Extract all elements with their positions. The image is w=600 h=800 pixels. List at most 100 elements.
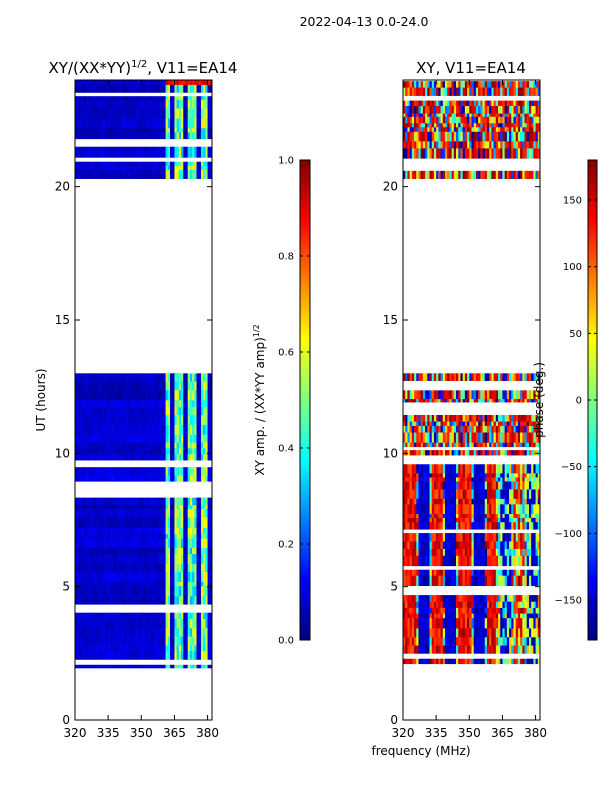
heatmap-cell [517,613,521,619]
heatmap-cell [79,96,83,100]
heatmap-cell [464,541,468,549]
heatmap-cell [203,400,206,408]
heatmap-cell [112,538,116,548]
heatmap-cell [425,442,428,448]
heatmap-cell [125,165,129,170]
heatmap-cell [475,521,479,530]
heatmap-cell [407,425,411,433]
heatmap-cell [99,563,102,572]
heatmap-cell [163,627,166,637]
heatmap-cell [533,421,536,426]
heatmap-cell [467,489,470,499]
heatmap-cell [114,581,118,587]
heatmap-cell [83,547,87,554]
heatmap-cell [489,498,492,505]
amplitude-colorbar: 0.00.20.40.60.81.0 XY amp. / (XX*YY amp)… [252,156,311,647]
heatmap-cell [134,80,138,85]
heatmap-cell [176,505,180,509]
heatmap-cell [185,538,189,548]
heatmap-cell [108,169,111,179]
heatmap-cell [403,548,406,556]
heatmap-cell [504,425,508,433]
heatmap-cell [484,498,488,505]
heatmap-cell [145,448,149,455]
heatmap-cell [170,400,173,408]
heatmap-cell [533,541,536,549]
heatmap-cell [101,453,105,461]
heatmap-cell [449,421,453,426]
heatmap-cell [420,595,424,602]
heatmap-cell [405,432,408,443]
heatmap-cell [147,595,151,605]
heatmap-cell [522,442,525,448]
heatmap-cell [436,489,439,499]
heatmap-cell [110,406,113,416]
heatmap-cell [110,424,113,435]
heatmap-cell [524,555,528,567]
heatmap-cell [121,547,125,554]
heatmap-cell [154,627,158,637]
heatmap-cell [83,627,87,637]
heatmap-cell [200,448,204,455]
heatmap-cell [141,650,144,660]
heatmap-cell [114,497,118,506]
heatmap-cell [460,575,464,587]
heatmap-cell [489,504,492,515]
heatmap-cell [92,467,96,476]
heatmap-cell [86,434,89,443]
heatmap-cell [438,607,441,614]
heatmap-cell [79,381,83,391]
heatmap-cell [203,618,206,629]
heatmap-cell [537,442,540,448]
heatmap-cell [156,132,160,140]
heatmap-cell [442,601,446,608]
heatmap-cell [119,636,122,646]
heatmap-cell [520,464,523,474]
heatmap-cell [185,414,189,425]
heatmap-cell [473,425,477,433]
heatmap-cell [524,637,528,646]
heatmap-cell [480,541,483,549]
heatmap-cell [130,132,133,140]
heatmap-cell [94,563,98,572]
heatmap-cell [504,477,508,482]
heatmap-cell [125,467,129,476]
heatmap-cell [524,477,528,482]
heatmap-cell [475,432,479,443]
heatmap-cell [152,373,155,375]
heatmap-cell [83,400,87,408]
heatmap-cell [156,434,160,443]
heatmap-cell [427,442,430,448]
heatmap-cell [473,645,477,654]
heatmap-cell [134,165,138,170]
heatmap-cell [403,628,406,638]
heatmap-cell [422,628,426,638]
heatmap-cell [103,453,107,461]
heatmap-cell [209,547,212,554]
heatmap-cell [185,553,189,564]
heatmap-cell [75,627,78,637]
heatmap-cell [90,547,94,554]
heatmap-cell [482,555,486,567]
heatmap-cell [132,414,136,425]
heatmap-cell [517,504,521,515]
heatmap-cell [92,146,96,158]
heatmap-cell [185,664,189,669]
heatmap-cell [83,381,87,391]
heatmap-cell [478,450,481,456]
heatmap-cell [411,477,415,482]
heatmap-cell [531,645,534,654]
heatmap-cell [125,563,129,572]
heatmap-cell [154,664,158,669]
heatmap-cell [105,581,109,587]
heatmap-cell [152,508,155,518]
heatmap-cell [108,99,111,109]
heatmap-cell [491,628,494,638]
heatmap-cell [97,508,100,518]
heatmap-cell [147,161,151,166]
heatmap-cell [108,96,111,100]
heatmap-cell [181,585,184,597]
heatmap-cell [176,169,180,179]
heatmap-cell [123,400,127,408]
heatmap-cell [431,617,435,629]
